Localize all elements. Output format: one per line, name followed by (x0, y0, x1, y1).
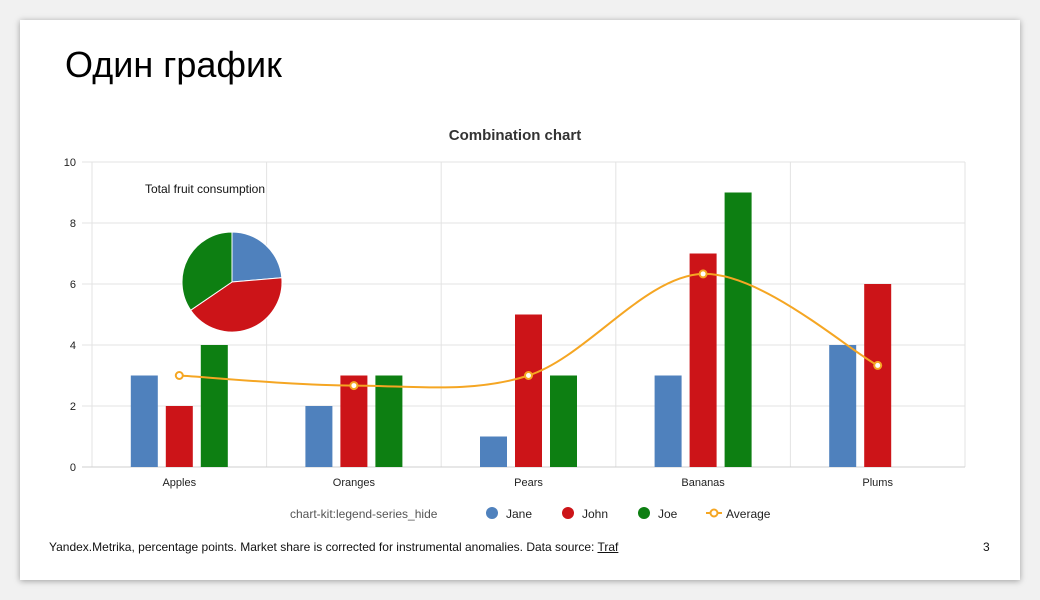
axis-labels: 0 2 4 6 8 10 Apples Oranges Pears Bananas Plums (64, 157, 894, 489)
y-tick-label: 8 (70, 218, 76, 230)
bar-jane[interactable] (480, 436, 507, 468)
y-tick-label: 4 (70, 340, 76, 352)
y-tick-label: 2 (70, 401, 76, 413)
chart-title: Combination chart (449, 127, 582, 144)
footer-source: Yandex.Metrika, percentage points. Marke… (49, 540, 618, 554)
legend-marker (562, 507, 574, 519)
legend-label: Average (726, 507, 771, 521)
pie-slice-jane[interactable] (231, 231, 283, 283)
bar-john[interactable] (340, 375, 368, 468)
average-point[interactable] (349, 381, 359, 391)
legend-prefix: chart-kit:legend-series_hide (290, 507, 438, 521)
slide: Один график 0 2 4 6 8 10 Apples Oranges Pears Ban… (20, 20, 1020, 580)
data-source-link[interactable]: Traf (597, 540, 619, 554)
y-tick-label: 10 (64, 157, 76, 169)
legend-item-jane[interactable]: Jane (486, 507, 532, 521)
x-tick-label: Apples (162, 477, 196, 489)
line-series (174, 269, 883, 391)
slide-title: Один график (65, 44, 282, 85)
legend: chart-kit:legend-series_hide Jane John Joe… (290, 507, 771, 521)
pie-chart (181, 231, 283, 333)
average-point[interactable] (698, 269, 708, 279)
footer-text: Yandex.Metrika, percentage points. Marke… (49, 540, 598, 554)
x-tick-label: Plums (862, 477, 893, 489)
bar-jane[interactable] (305, 406, 333, 467)
y-tick-label: 6 (70, 279, 76, 291)
bar-john[interactable] (864, 284, 892, 467)
bar-john[interactable] (165, 406, 193, 467)
bar-john[interactable] (515, 314, 542, 468)
legend-item-joe[interactable]: Joe (638, 507, 678, 521)
average-point[interactable] (524, 371, 533, 380)
bar-jane[interactable] (829, 345, 857, 467)
legend-item-average[interactable]: Average (706, 507, 771, 521)
x-tick-label: Pears (514, 477, 543, 489)
bar-jane[interactable] (654, 375, 682, 468)
combination-chart: 0 2 4 6 8 10 Apples Oranges Pears Bananas Plums Co… (64, 127, 966, 521)
bar-joe[interactable] (200, 345, 228, 467)
legend-label: Joe (658, 507, 678, 521)
bar-joe[interactable] (550, 375, 577, 468)
bar-series (130, 192, 892, 468)
legend-marker (486, 507, 498, 519)
pie-slice-joe[interactable] (181, 231, 233, 311)
average-point[interactable] (174, 371, 184, 380)
page-number: 3 (983, 540, 990, 554)
bar-jane[interactable] (130, 375, 158, 468)
y-tick-label: 0 (70, 462, 76, 474)
pie-slice-john[interactable] (190, 277, 283, 333)
bar-john[interactable] (689, 253, 717, 468)
legend-marker (638, 507, 650, 519)
pie-title: Total fruit consumption (145, 182, 265, 196)
legend-marker (709, 508, 719, 518)
bar-joe[interactable] (724, 192, 752, 468)
legend-item-john[interactable]: John (562, 507, 608, 521)
average-point[interactable] (873, 360, 883, 370)
x-tick-label: Bananas (681, 477, 725, 489)
bar-joe[interactable] (375, 375, 403, 468)
legend-label: Jane (506, 507, 532, 521)
x-tick-label: Oranges (333, 477, 376, 489)
legend-label: John (582, 507, 608, 521)
